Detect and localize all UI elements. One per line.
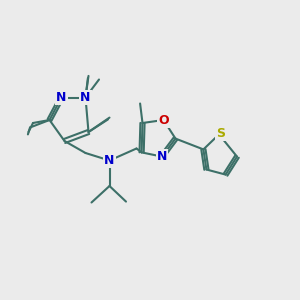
Text: N: N [56, 91, 67, 104]
Text: N: N [80, 91, 91, 104]
Text: O: O [158, 113, 169, 127]
Text: S: S [216, 127, 225, 140]
Text: N: N [104, 154, 115, 167]
Text: N: N [157, 150, 167, 163]
